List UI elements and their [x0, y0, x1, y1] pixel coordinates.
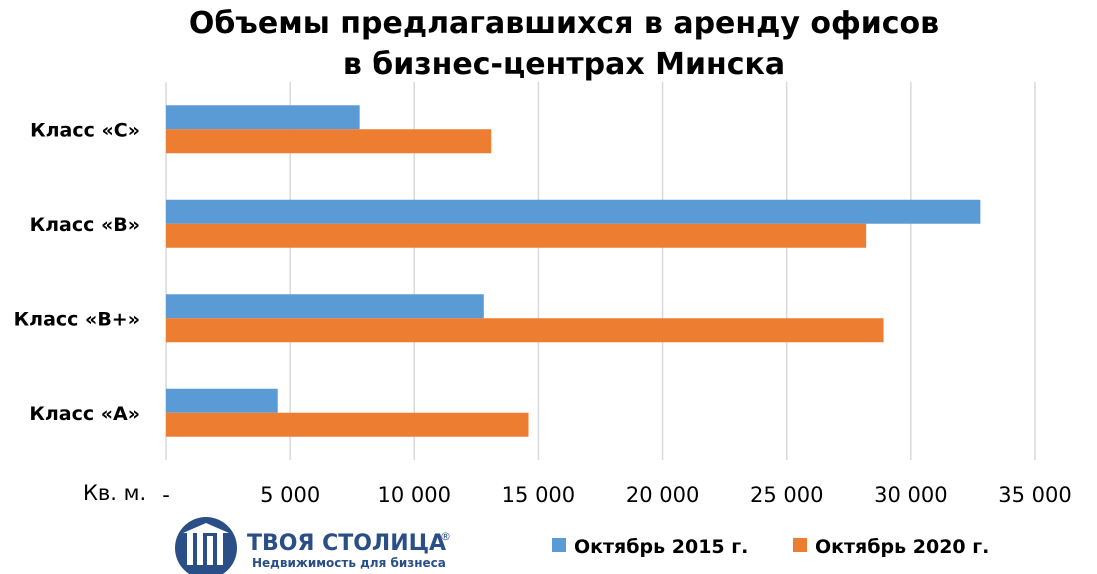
logo-registered-mark: ® — [440, 530, 451, 543]
x-tick-label: 30 000 — [874, 483, 947, 507]
category-label: Класс «В» — [30, 214, 140, 236]
logo: ТВОЯ СТОЛИЦА ® Недвижимость для бизнеса — [175, 517, 451, 574]
category-labels: Класс «С» Класс «В» Класс «В+» Класс «А» — [14, 119, 140, 425]
x-tick-label: - — [162, 483, 170, 507]
legend-label-2015: Октябрь 2015 г. — [574, 536, 748, 558]
legend-label-2020: Октябрь 2020 г. — [815, 536, 989, 558]
bars — [166, 105, 981, 437]
category-label: Класс «А» — [29, 403, 140, 425]
x-tick-label: 15 000 — [502, 483, 575, 507]
x-tick-label: 25 000 — [750, 483, 823, 507]
chart-title-line-1: Объемы предлагавшихся в аренду офисов — [189, 6, 939, 41]
logo-tagline: Недвижимость для бизнеса — [252, 556, 446, 570]
x-tick-labels: - 5 000 10 000 15 000 20 000 25 000 30 000 35 0… — [162, 483, 1072, 507]
category-label: Класс «С» — [30, 119, 140, 141]
x-tick-label: 10 000 — [378, 483, 451, 507]
bar-2015-2 — [166, 294, 484, 319]
bar-2015-3 — [166, 388, 278, 413]
chart-title-line-2: в бизнес-центрах Минска — [343, 47, 785, 82]
bar-2015-1 — [166, 199, 981, 224]
x-axis-unit-label: Кв. м. — [83, 481, 146, 505]
legend: Октябрь 2015 г. Октябрь 2020 г. — [552, 536, 989, 558]
logo-name: ТВОЯ СТОЛИЦА — [247, 531, 446, 556]
legend-swatch-2015 — [552, 538, 566, 552]
x-tick-label: 5 000 — [260, 483, 320, 507]
x-tick-label: 35 000 — [998, 483, 1071, 507]
bar-2020-3 — [166, 412, 529, 437]
legend-swatch-2020 — [793, 538, 807, 552]
category-label: Класс «В+» — [14, 308, 140, 330]
bar-2020-2 — [166, 318, 884, 343]
bar-2020-1 — [166, 223, 867, 248]
bar-2015-0 — [166, 105, 360, 130]
building-logo-icon — [175, 517, 237, 574]
bar-2020-0 — [166, 129, 492, 154]
x-tick-label: 20 000 — [626, 483, 699, 507]
